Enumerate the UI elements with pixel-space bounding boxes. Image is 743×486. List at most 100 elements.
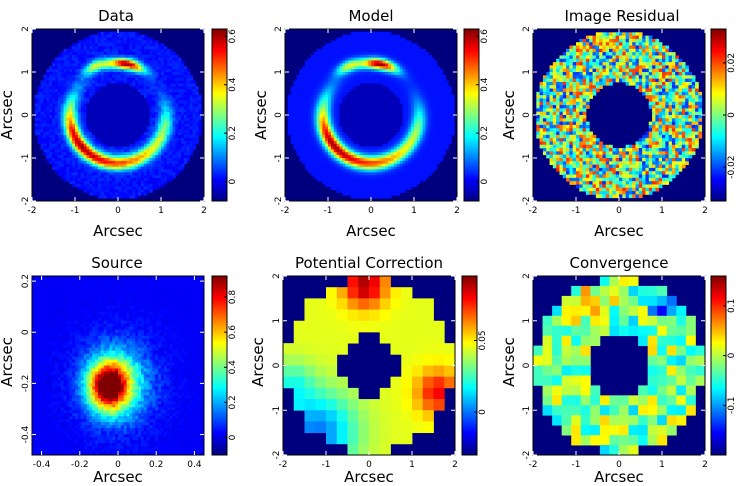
x-tick-label: -2 (279, 460, 288, 470)
panel-title: Potential Correction (295, 254, 443, 272)
y-tick-label: -2 (274, 197, 284, 206)
heatmap-image (287, 31, 455, 199)
x-tick-label: -2 (529, 460, 538, 470)
x-tick-label: 2 (452, 460, 458, 470)
x-axis-label: Arcsec (93, 222, 143, 240)
y-axis-label: Arcsec (500, 90, 518, 140)
colorbar-tick-label: 0.6 (228, 29, 238, 44)
y-tick-label: 0 (274, 112, 284, 118)
y-tick-label: -1 (274, 154, 284, 163)
panel-title: Convergence (570, 254, 669, 272)
colorbar-tick-label: 0 (727, 112, 737, 118)
x-axis-label: Arcsec (344, 468, 394, 486)
colorbar-tick-label: 0.05 (478, 330, 488, 350)
x-tick-label: 1 (411, 206, 417, 216)
x-tick-label: 1 (158, 206, 164, 216)
x-tick-label: 1 (409, 460, 415, 470)
x-tick-label: 0.4 (187, 460, 202, 470)
y-tick-label: 1 (522, 318, 532, 324)
colorbar-tick-label: 0.2 (228, 395, 238, 409)
y-tick-label: -1 (272, 406, 282, 415)
heatmap-image (536, 32, 703, 199)
x-tick-label: -0.4 (33, 460, 51, 470)
y-axis-label: Arcsec (0, 337, 16, 387)
x-tick-label: 0 (115, 460, 121, 470)
panel-title: Data (98, 7, 134, 25)
x-axis-label: Arcsec (93, 468, 143, 486)
y-tick-label: 2 (272, 273, 282, 279)
y-axis-label: Arcsec (500, 337, 518, 387)
heatmap-image (34, 31, 202, 199)
panel-data: Data Arcsec Arcsec -2 -1 0 1 2 -2 -1 0 1 2 0 0.2 0.… (0, 7, 238, 240)
x-tick-label: -2 (529, 206, 538, 216)
heatmap-image (533, 276, 706, 456)
y-tick-label: 0 (272, 362, 282, 368)
x-tick-label: -2 (281, 206, 290, 216)
x-axis-label: Arcsec (346, 222, 396, 240)
panel-image-residual: Image Residual Arcsec Arcsec -2 -1 0 1 2 -2 -1… (500, 7, 737, 240)
x-tick-label: 0 (368, 206, 374, 216)
y-tick-label: -1 (522, 154, 532, 163)
y-tick-label: 1 (21, 69, 31, 75)
y-tick-label: -1 (21, 154, 31, 163)
x-tick-label: 2 (702, 460, 708, 470)
x-tick-label: 0 (366, 460, 372, 470)
colorbar-tick-label: 0.2 (480, 126, 490, 140)
x-tick-label: 0 (115, 206, 121, 216)
x-tick-label: 2 (201, 206, 207, 216)
colorbar-tick-label: 0.4 (228, 360, 238, 375)
x-tick-label: -0.2 (71, 460, 89, 470)
x-tick-label: -1 (71, 206, 80, 216)
y-tick-label: 0 (522, 112, 532, 118)
x-tick-label: -1 (322, 460, 331, 470)
colorbar-tick-label: 0 (478, 409, 488, 415)
x-axis-label: Arcsec (594, 468, 644, 486)
x-tick-label: 2 (454, 206, 460, 216)
y-tick-label: 0 (21, 112, 31, 118)
panel-title: Model (348, 7, 393, 25)
colorbar-tick-label: 0 (228, 178, 238, 184)
colorbar-tick-label: 0.02 (727, 53, 737, 73)
y-tick-label: -0.2 (21, 375, 31, 393)
y-tick-label: 2 (274, 26, 284, 32)
y-tick-label: -2 (272, 451, 282, 460)
y-tick-label: 2 (522, 273, 532, 279)
panel-title: Source (91, 254, 143, 272)
colorbar-tick-label: 0 (228, 434, 238, 440)
y-tick-label: -2 (21, 197, 31, 206)
x-tick-label: 0.2 (149, 460, 163, 470)
x-tick-label: 0 (616, 460, 622, 470)
y-tick-label: 1 (522, 69, 532, 75)
y-tick-label: -2 (522, 197, 532, 206)
y-tick-label: 2 (522, 26, 532, 32)
y-tick-label: -1 (522, 406, 532, 415)
panel-model: Model Arcsec Arcsec -2 -1 0 1 2 -2 -1 0 1 2 0 0.2 0… (252, 7, 490, 240)
y-tick-label: 0.2 (21, 274, 31, 288)
colorbar-tick-label: 0.8 (228, 290, 238, 305)
panel-convergence: Convergence Arcsec Arcsec -2 -1 0 1 2 -2 -1 0 1 2… (500, 254, 737, 486)
y-tick-label: 1 (274, 69, 284, 75)
x-axis-label: Arcsec (594, 222, 644, 240)
colorbar (463, 28, 480, 202)
x-tick-label: 0 (616, 206, 622, 216)
colorbar-tick-label: -0.1 (727, 396, 737, 414)
panel-source: Source Arcsec Arcsec -0.4 -0.2 0 0.2 0.4 -0.4… (0, 254, 238, 486)
colorbar-tick-label: -0.02 (727, 155, 737, 178)
colorbar-tick-label: 0 (480, 178, 490, 184)
colorbar-tick-label: 0.4 (480, 77, 490, 92)
y-tick-label: 2 (21, 26, 31, 32)
colorbar (211, 275, 228, 456)
colorbar-tick-label: 0.4 (228, 77, 238, 92)
x-tick-label: 2 (702, 206, 708, 216)
colorbar (710, 275, 727, 456)
y-axis-label: Arcsec (249, 337, 267, 387)
colorbar-tick-label: 0.2 (228, 126, 238, 140)
heatmap-image (283, 276, 456, 456)
x-tick-label: -1 (324, 206, 333, 216)
y-tick-label: 0 (21, 329, 31, 335)
y-tick-label: 1 (272, 318, 282, 324)
x-tick-label: -1 (572, 206, 581, 216)
y-axis-label: Arcsec (0, 90, 16, 140)
y-tick-label: -0.4 (21, 425, 31, 443)
